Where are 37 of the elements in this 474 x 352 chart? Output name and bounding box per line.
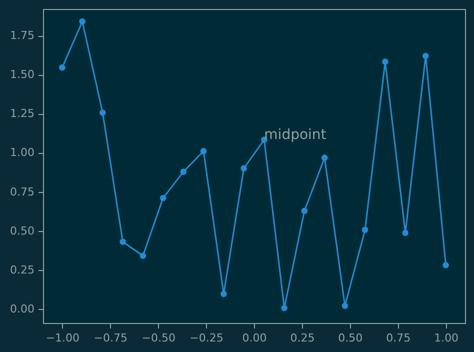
x-tick-label: −0.75 bbox=[94, 332, 128, 344]
point bbox=[301, 208, 308, 214]
point bbox=[160, 194, 166, 202]
point bbox=[220, 290, 227, 298]
y-tick-label: 0.00 bbox=[10, 302, 34, 316]
x-tick-label: 0.00 bbox=[242, 332, 267, 344]
y-tick-label: 0.25 bbox=[10, 263, 34, 276]
point bbox=[59, 64, 66, 71]
y-tick-label: 0.75 bbox=[10, 185, 34, 198]
x-tick-label: −0.25 bbox=[190, 332, 224, 344]
x-tick-label: −0.50 bbox=[142, 332, 176, 344]
x-tick-label: −1.00 bbox=[46, 332, 80, 344]
x-tick-label: 0.50 bbox=[338, 332, 363, 344]
y-tick-label: 1.75 bbox=[10, 29, 34, 42]
point bbox=[362, 226, 368, 234]
point bbox=[442, 262, 449, 268]
point bbox=[180, 168, 187, 175]
point bbox=[120, 238, 126, 245]
x-tick-label: 1.00 bbox=[434, 332, 459, 344]
y-tick-label: 1.00 bbox=[10, 146, 34, 160]
point bbox=[200, 148, 207, 154]
y-tick-label: 1.50 bbox=[10, 68, 34, 82]
y-tick-label: 1.25 bbox=[10, 107, 34, 120]
point bbox=[321, 154, 328, 161]
y-tick-label: 0.50 bbox=[10, 224, 34, 238]
point bbox=[281, 304, 288, 312]
point bbox=[240, 165, 247, 172]
point bbox=[99, 110, 106, 116]
annotation: midpoint bbox=[264, 126, 327, 143]
point bbox=[79, 18, 86, 25]
point bbox=[382, 58, 388, 65]
x-tick-label: 0.75 bbox=[386, 332, 411, 344]
x-tick-label: 0.25 bbox=[290, 332, 315, 344]
point bbox=[342, 302, 348, 309]
point bbox=[140, 252, 146, 259]
point bbox=[422, 52, 429, 60]
point bbox=[402, 230, 409, 236]
